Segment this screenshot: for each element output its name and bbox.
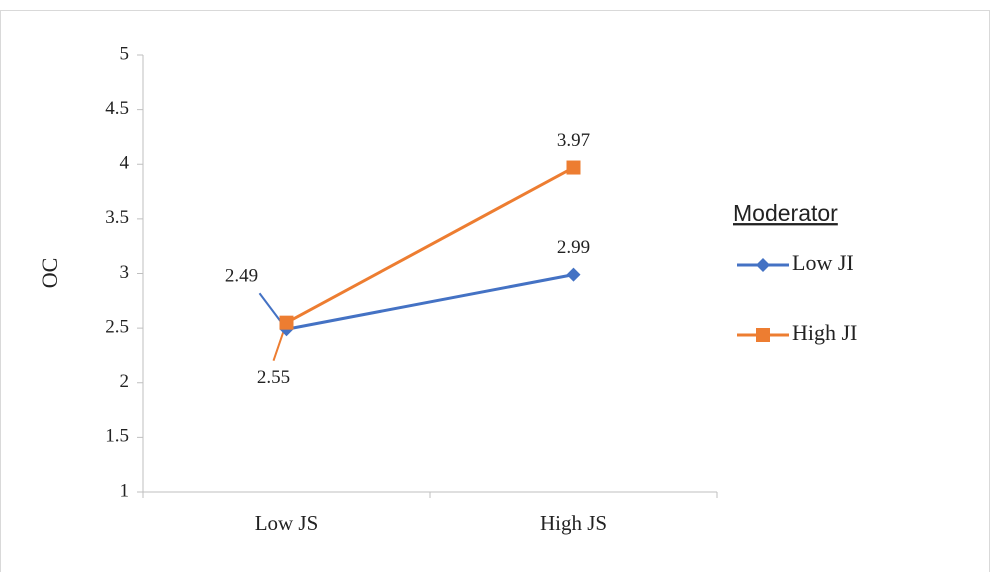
y-tick-label: 4	[120, 153, 130, 174]
data-label: 2.99	[557, 237, 590, 258]
y-tick-label: 1	[120, 480, 130, 501]
y-axis-title: OC	[37, 258, 62, 289]
x-tick-label: Low JS	[255, 511, 319, 535]
legend-label: Low JI	[792, 250, 854, 275]
data-label: 3.97	[557, 130, 590, 151]
data-label: 2.55	[257, 367, 290, 388]
x-tick-label: High JS	[540, 511, 607, 535]
legend-title: Moderator	[733, 200, 838, 226]
point-marker	[566, 160, 581, 175]
data-label: 2.49	[225, 266, 258, 287]
legend-label: High JI	[792, 320, 857, 345]
legend-marker	[756, 328, 770, 342]
y-tick-label: 2	[120, 371, 130, 392]
y-tick-label: 2.5	[105, 316, 129, 337]
y-tick-label: 1.5	[105, 426, 129, 447]
y-tick-label: 5	[120, 43, 130, 64]
chart-frame	[0, 10, 990, 572]
series-line	[285, 166, 575, 324]
series-line	[286, 273, 574, 331]
y-tick-label: 3	[120, 262, 130, 283]
point-marker	[279, 315, 294, 330]
legend-marker	[756, 258, 770, 272]
y-tick-label: 4.5	[105, 98, 129, 119]
point-marker	[566, 267, 581, 282]
y-tick-label: 3.5	[105, 207, 129, 228]
